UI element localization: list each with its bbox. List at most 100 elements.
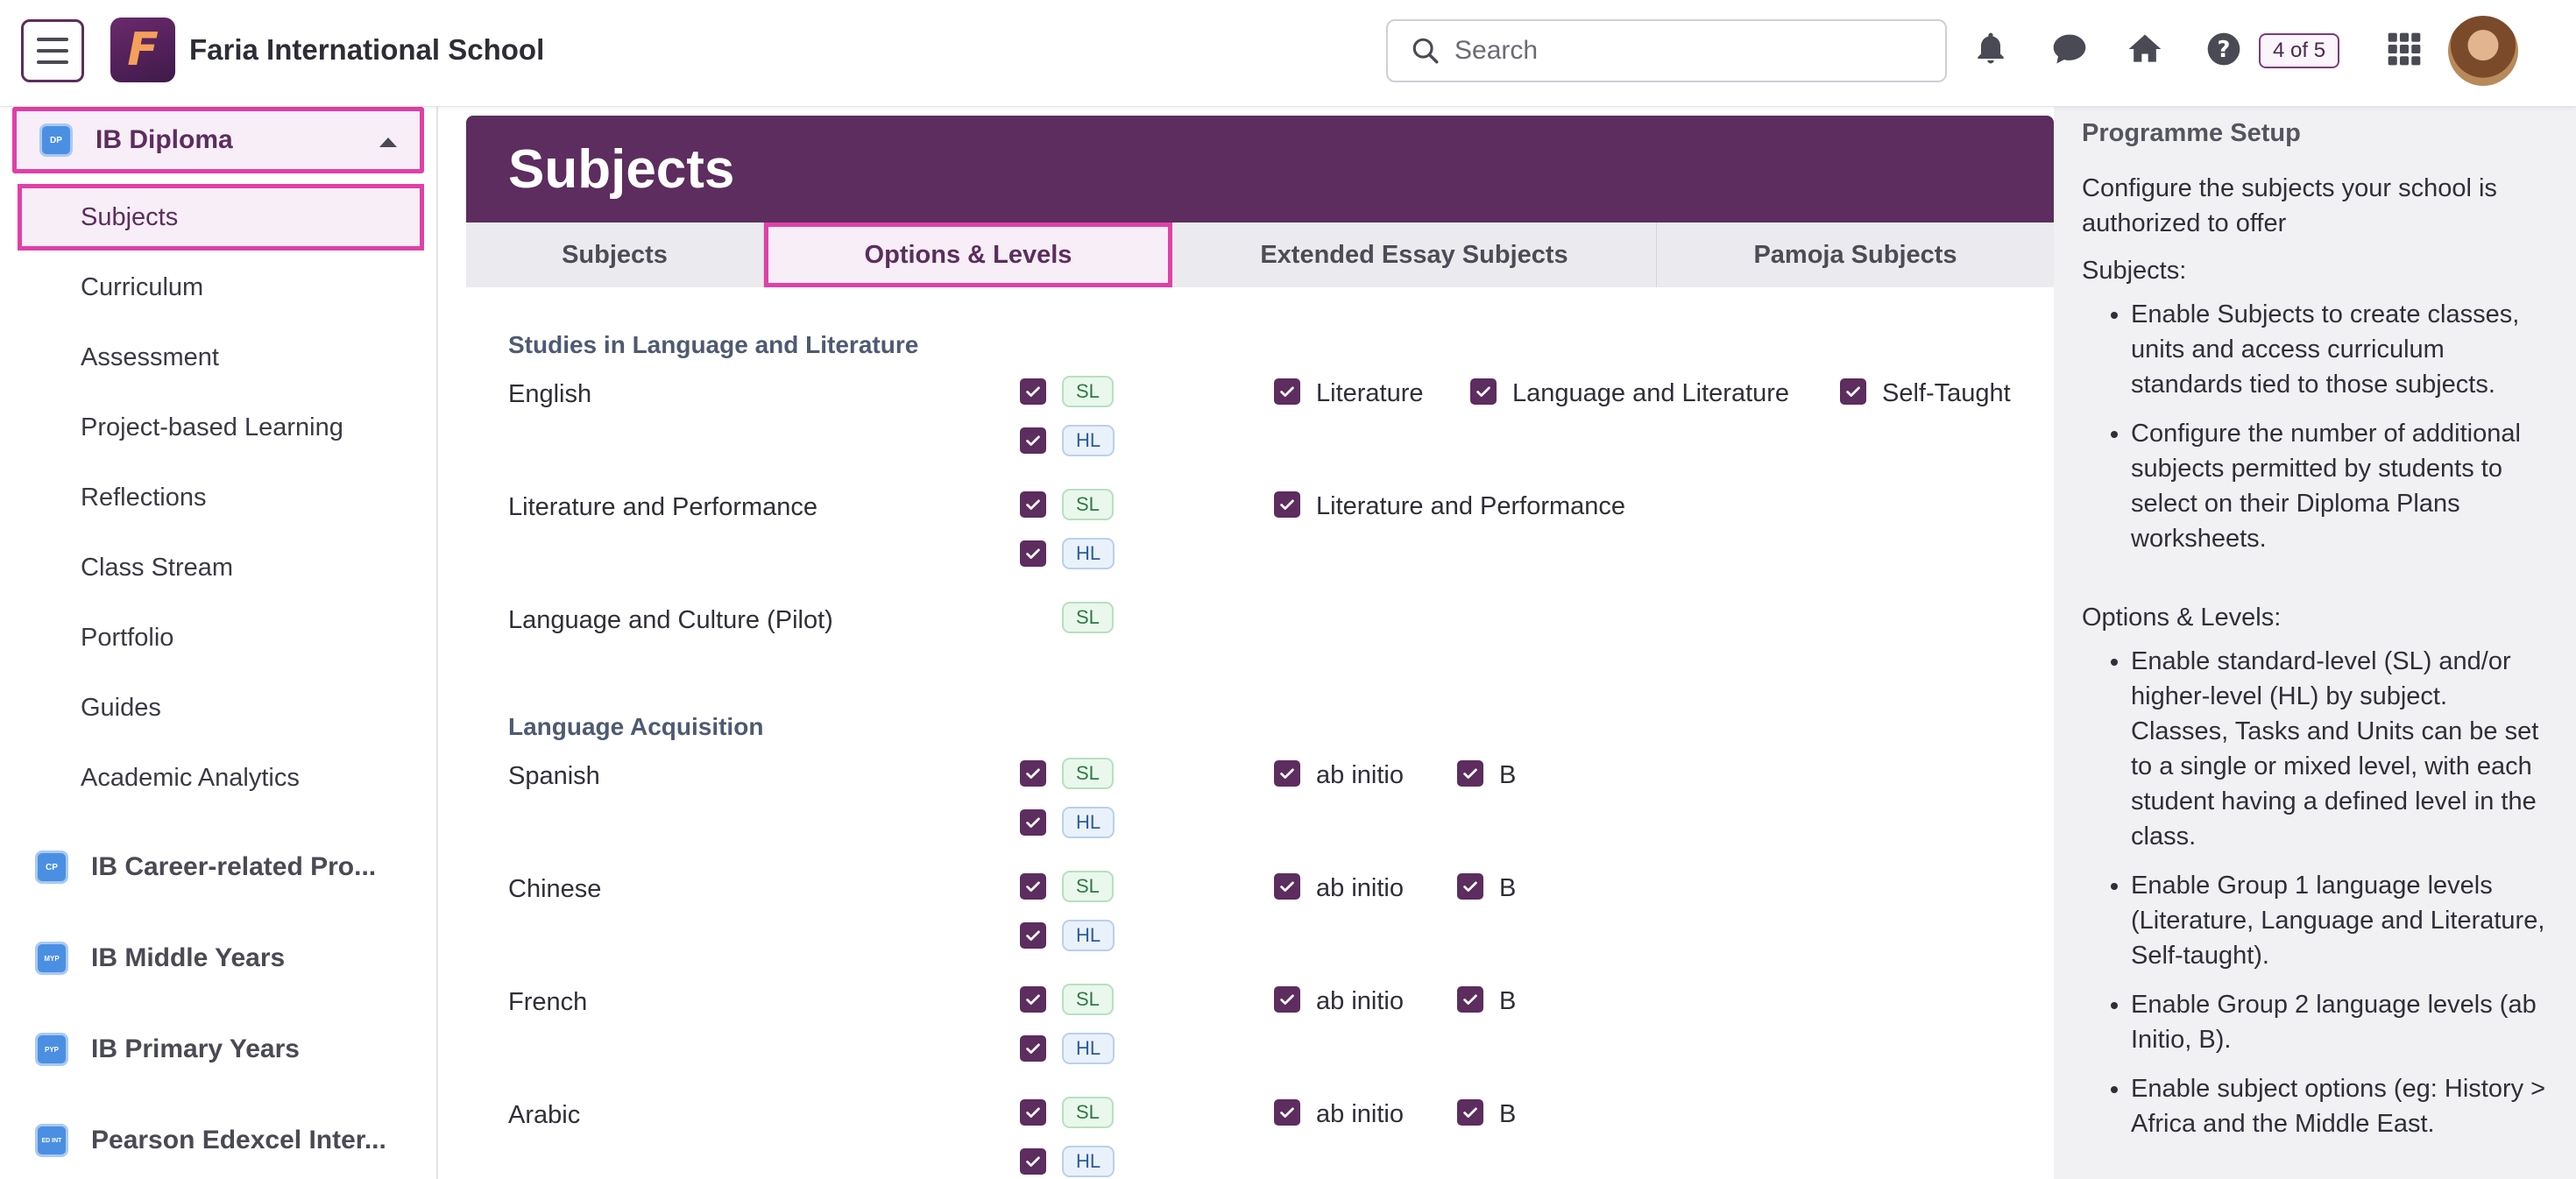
option-label: Literature [1316,379,1424,407]
level-checkbox-hl[interactable] [1020,809,1046,836]
checkmark-icon [1280,499,1294,510]
level-checkbox-sl[interactable] [1020,491,1046,518]
sidebar-programme-ib-diploma[interactable]: DP IB Diploma [12,107,424,173]
checkmark-icon [1026,386,1040,397]
option-label: Literature and Performance [1316,492,1626,520]
school-logo[interactable]: F [110,18,175,82]
help-subjects-label: Subjects: [2082,257,2187,285]
checkmark-icon [1026,548,1040,559]
option-checkbox[interactable] [1274,986,1300,1013]
home-icon[interactable] [2122,26,2168,72]
checkmark-icon [1280,881,1294,892]
checkmark-icon [1026,994,1040,1005]
chevron-up-icon[interactable] [379,138,397,147]
programme-badge-icon: CP [35,851,68,884]
sidebar-item-guides[interactable]: Guides [81,694,161,722]
tab-pamoja-subjects[interactable]: Pamoja Subjects [1753,240,1957,269]
options-levels-content: Studies in Language and Literature Englis… [466,287,2054,1179]
sidebar-item-academic-analytics[interactable]: Academic Analytics [81,764,300,792]
subject-name: Spanish [508,762,600,790]
sidebar-programme-ib-middle-years[interactable]: MYP IB Middle Years [12,925,424,992]
checkmark-icon [1026,930,1040,941]
search-box[interactable] [1386,19,1947,82]
option-checkbox[interactable] [1840,378,1866,405]
checkmark-icon [1280,386,1294,397]
option-checkbox[interactable] [1470,378,1497,405]
page-header: Subjects [466,116,2054,222]
school-name: Faria International School [189,33,545,66]
option-checkbox[interactable] [1274,491,1300,518]
option-checkbox[interactable] [1457,760,1483,787]
checkmark-icon [1463,768,1477,779]
option-label: ab initio [1316,761,1404,789]
level-checkbox-sl[interactable] [1020,873,1046,900]
help-icon[interactable]: ? [2201,26,2247,72]
checkmark-icon [1280,1107,1294,1118]
programme-badge-icon: DP [39,124,73,157]
chat-icon[interactable] [2047,26,2092,72]
search-icon [1412,38,1439,64]
search-input[interactable] [1454,36,1910,66]
menu-button[interactable] [21,19,84,82]
sidebar-item-curriculum[interactable]: Curriculum [81,273,204,301]
checkmark-icon [1026,1043,1040,1054]
tab-options-levels[interactable]: Options & Levels [764,222,1172,287]
checkmark-icon [1026,435,1040,446]
level-badge-hl: HL [1062,920,1115,951]
option-checkbox[interactable] [1457,1099,1483,1126]
help-subjects-list: Enable Subjects to create classes, units… [2131,297,2548,556]
level-badge-sl: SL [1062,1097,1114,1128]
sidebar-item-project-based-learning[interactable]: Project-based Learning [81,413,343,441]
option-checkbox[interactable] [1457,873,1483,900]
checkmark-icon [1026,817,1040,828]
checkmark-icon [1280,994,1294,1005]
level-checkbox-sl[interactable] [1020,1099,1046,1126]
sidebar-programme-ib-primary-years[interactable]: PYP IB Primary Years [12,1016,424,1083]
sidebar-programme-ib-career-related[interactable]: CP IB Career-related Pro... [12,834,424,900]
menu-icon-line [37,60,68,64]
programme-label: IB Primary Years [91,1034,300,1063]
level-checkbox-sl[interactable] [1020,986,1046,1013]
option-label: ab initio [1316,1100,1404,1128]
option-checkbox[interactable] [1274,378,1300,405]
apps-grid-icon[interactable] [2381,26,2427,72]
level-checkbox-hl[interactable] [1020,427,1046,454]
programme-badge-icon: ED INT [35,1124,68,1157]
level-badge-sl: SL [1062,602,1114,633]
subject-name: French [508,988,588,1016]
sidebar-item-class-stream[interactable]: Class Stream [81,554,234,582]
sidebar-item-portfolio[interactable]: Portfolio [81,624,174,652]
sidebar: DP IB Diploma Subjects Curriculum Assess… [0,107,438,1179]
option-label: B [1499,761,1517,789]
programme-badge-icon: PYP [35,1033,68,1066]
option-label: ab initio [1316,874,1404,902]
programme-label: Pearson Edexcel Inter... [91,1126,386,1154]
sidebar-item-reflections[interactable]: Reflections [81,484,207,512]
help-bullet: Enable Subjects to create classes, units… [2131,297,2548,402]
tab-extended-essay-subjects[interactable]: Extended Essay Subjects [1172,222,1657,287]
level-checkbox-sl[interactable] [1020,760,1046,787]
level-checkbox-hl[interactable] [1020,1035,1046,1062]
option-checkbox[interactable] [1457,986,1483,1013]
page-counter-badge[interactable]: 4 of 5 [2259,33,2340,68]
subject-name: English [508,380,592,408]
level-checkbox-hl[interactable] [1020,1148,1046,1175]
checkmark-icon [1026,1107,1040,1118]
sidebar-item-assessment[interactable]: Assessment [81,343,219,371]
level-badge-hl: HL [1062,425,1115,456]
avatar[interactable] [2448,16,2518,86]
sidebar-item-subjects[interactable]: Subjects [18,184,424,251]
level-checkbox-hl[interactable] [1020,922,1046,949]
level-checkbox-sl[interactable] [1020,378,1046,405]
level-badge-sl: SL [1062,758,1114,789]
sidebar-programme-pearson-edexcel[interactable]: ED INT Pearson Edexcel Inter... [12,1107,424,1174]
bell-icon[interactable] [1968,26,2013,72]
tab-subjects[interactable]: Subjects [466,222,764,287]
option-checkbox[interactable] [1274,873,1300,900]
option-checkbox[interactable] [1274,1099,1300,1126]
menu-icon-line [37,49,68,53]
help-heading: Programme Setup [2082,119,2301,147]
option-checkbox[interactable] [1274,760,1300,787]
level-checkbox-hl[interactable] [1020,540,1046,567]
help-options-label: Options & Levels: [2082,604,2282,632]
